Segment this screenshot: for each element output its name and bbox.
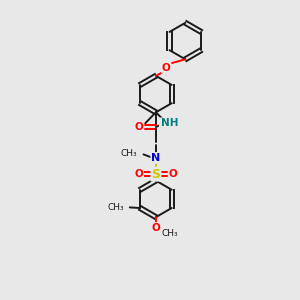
Text: CH₃: CH₃ (161, 230, 178, 238)
Text: N: N (151, 153, 160, 163)
Text: O: O (152, 223, 160, 233)
Text: S: S (152, 168, 160, 181)
Text: O: O (135, 122, 143, 132)
Text: O: O (134, 169, 143, 179)
Text: CH₃: CH₃ (120, 149, 137, 158)
Text: O: O (162, 63, 171, 73)
Text: NH: NH (160, 118, 177, 128)
Text: CH₃: CH₃ (107, 203, 124, 212)
Text: NH: NH (161, 118, 178, 128)
Text: O: O (169, 169, 177, 179)
